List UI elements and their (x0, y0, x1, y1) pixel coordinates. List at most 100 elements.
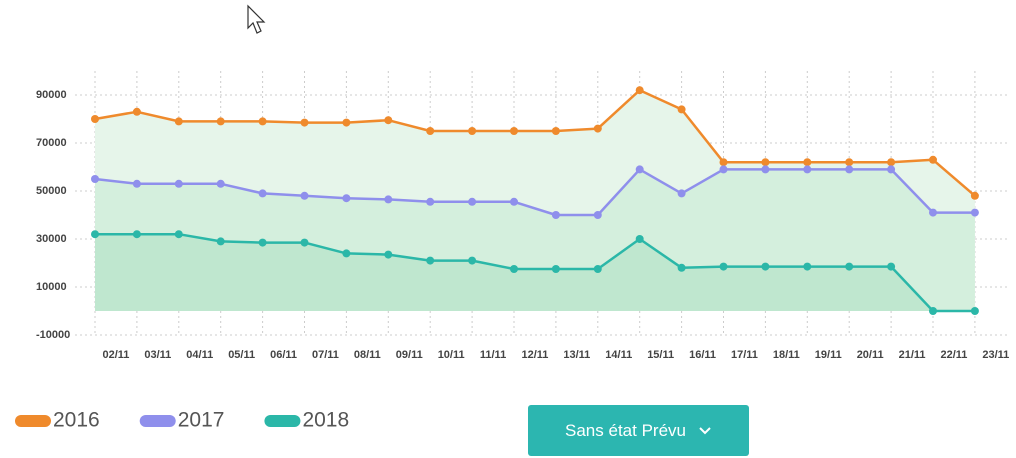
x-tick-label: 13/11 (563, 349, 590, 361)
point (677, 263, 686, 272)
x-tick-label: 15/11 (647, 349, 674, 361)
x-tick-label: 14/11 (605, 349, 632, 361)
x-tick-label: 17/11 (731, 349, 758, 361)
x-tick-label: 23/11 (982, 349, 1009, 361)
point (132, 107, 141, 116)
point (761, 262, 770, 271)
point (677, 189, 686, 198)
y-tick-label: 90000 (36, 89, 67, 101)
x-tick-label: 21/11 (899, 349, 926, 361)
y-tick-label: 70000 (36, 137, 67, 149)
point (91, 115, 99, 123)
point (468, 197, 477, 206)
legend-label: 2018 (302, 409, 349, 432)
point (803, 165, 812, 174)
point (887, 165, 896, 174)
x-tick-label: 11/11 (480, 349, 506, 361)
point (342, 194, 351, 203)
point (719, 158, 728, 167)
point (91, 175, 99, 183)
x-tick-label: 19/11 (815, 349, 842, 361)
point (845, 262, 854, 271)
x-tick-label: 05/11 (228, 349, 255, 361)
point (510, 197, 518, 206)
point (174, 230, 183, 239)
x-tick-label: 20/11 (857, 349, 884, 361)
y-tick-label: 30000 (36, 233, 67, 245)
point (468, 127, 477, 135)
x-tick-label: 04/11 (186, 349, 213, 361)
legend-label: 2016 (53, 409, 100, 432)
chevron (699, 426, 711, 434)
legend: 2016 2017 2018 (15, 409, 349, 432)
y-tick-label: 10000 (36, 281, 67, 293)
point (258, 189, 267, 198)
point (887, 158, 896, 167)
point (510, 265, 518, 273)
point (174, 179, 183, 188)
point (216, 237, 225, 246)
x-tick-label: 07/11 (312, 349, 339, 361)
x-tick-label: 22/11 (940, 349, 967, 361)
point (216, 117, 225, 126)
point (216, 179, 225, 188)
point (635, 165, 644, 174)
point (91, 230, 99, 239)
point (468, 256, 477, 265)
x-tick-label: 18/11 (773, 349, 800, 361)
point (384, 195, 393, 204)
point (677, 105, 686, 114)
legend-label: 2017 (178, 409, 225, 432)
point (929, 307, 937, 315)
point (258, 238, 267, 247)
x-tick-label: 10/11 (438, 349, 465, 361)
point (593, 124, 602, 133)
point (719, 165, 728, 174)
x-tick-label: 08/11 (354, 349, 381, 361)
point (970, 191, 979, 200)
point (761, 158, 770, 167)
line (95, 232, 975, 313)
point (132, 179, 141, 188)
point (174, 117, 183, 126)
line (94, 168, 975, 217)
chart: -10000 10000 30000 50000 70000 90000 02/11 03/1… (36, 4, 1010, 361)
point (970, 208, 979, 217)
point (426, 197, 435, 206)
point (929, 155, 937, 164)
point (300, 191, 309, 200)
legend-swatch (15, 415, 51, 427)
point (342, 118, 351, 127)
point (929, 208, 937, 217)
point (593, 265, 602, 273)
dropdown-button[interactable]: Sans état Prévu (528, 405, 749, 456)
point (719, 262, 728, 271)
point (845, 165, 854, 174)
area (95, 234, 975, 311)
point (342, 249, 351, 258)
point (132, 230, 141, 239)
point (510, 127, 518, 135)
point (551, 211, 560, 219)
point (300, 118, 309, 127)
point (635, 235, 644, 243)
point (803, 262, 812, 271)
x-tick-label: 16/11 (689, 349, 716, 361)
legend-swatch (139, 415, 176, 427)
point (803, 158, 812, 167)
point (426, 256, 435, 265)
point (593, 211, 602, 219)
point (887, 262, 896, 271)
x-tick-label: 02/11 (102, 349, 129, 361)
button-label: Sans état Prévu (565, 420, 686, 440)
point (258, 117, 267, 126)
x-tick-label: 06/11 (270, 349, 297, 361)
point (300, 238, 309, 247)
line (94, 88, 976, 197)
x-tick-label: 09/11 (396, 349, 423, 361)
point (384, 250, 393, 259)
y-tick-label: -10000 (36, 329, 70, 341)
x-tick-label: 03/11 (144, 349, 171, 361)
point (551, 265, 560, 273)
